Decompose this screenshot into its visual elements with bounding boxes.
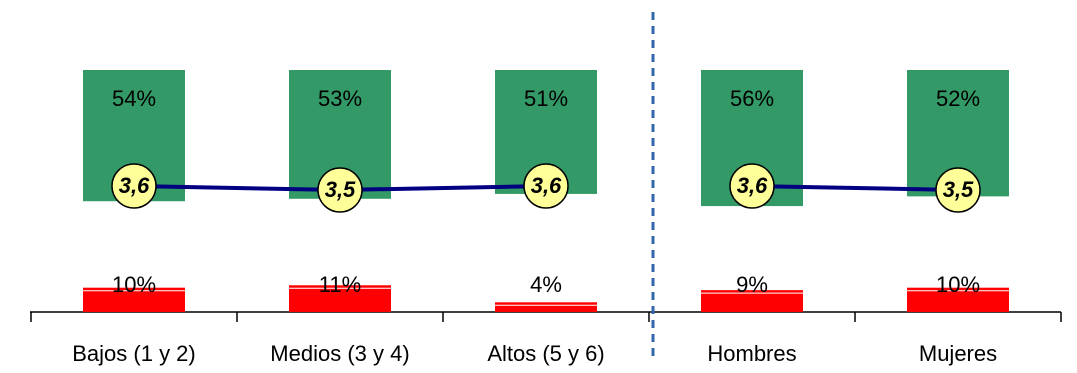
bar-value-label: 9%	[736, 272, 768, 297]
x-tick-label: Altos (5 y 6)	[487, 341, 604, 366]
bar-value-label: 52%	[936, 86, 980, 111]
line-marker	[317, 167, 363, 213]
x-tick-label: Bajos (1 y 2)	[72, 341, 196, 366]
line-marker	[935, 167, 981, 213]
bar-value-label: 51%	[524, 86, 568, 111]
line	[751, 184, 959, 192]
bar-value-label: 53%	[318, 86, 362, 111]
line-value-label: 3,6	[119, 173, 150, 198]
bar-value-label: 11%	[319, 272, 361, 297]
bar	[701, 290, 803, 312]
line-value-label: 3,6	[531, 173, 562, 198]
line-value-label: 3,5	[325, 177, 356, 202]
line-value-label: 3,6	[737, 173, 768, 198]
x-tick-label: Mujeres	[919, 341, 997, 366]
bar-value-label: 10%	[112, 272, 156, 297]
line-value-label: 3,5	[943, 177, 974, 202]
line-marker	[523, 163, 569, 209]
bar	[83, 287, 185, 312]
x-tick-label: Medios (3 y 4)	[270, 341, 409, 366]
bar-value-label: 54%	[112, 86, 156, 111]
x-tick-label: Hombres	[707, 341, 796, 366]
bar-value-label: 56%	[730, 86, 774, 111]
line-marker	[111, 163, 157, 209]
bar	[495, 302, 597, 312]
bar-value-label: 10%	[936, 272, 980, 297]
line-marker	[729, 163, 775, 209]
bar	[907, 287, 1009, 312]
bar	[289, 285, 391, 312]
bar-value-label: 4%	[530, 272, 562, 297]
